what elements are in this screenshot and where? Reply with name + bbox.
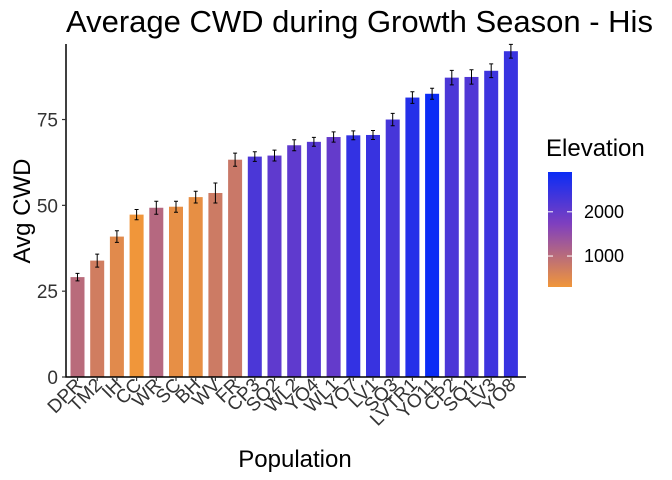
error-bar-sq3: [390, 112, 395, 127]
bar-ih: [109, 236, 124, 377]
bar-yo7: [346, 135, 361, 377]
legend-title: Elevation: [546, 135, 645, 162]
error-bar-wl2: [292, 139, 297, 152]
bar-wr: [149, 207, 164, 377]
bar-sq3: [385, 119, 400, 377]
y-axis-title: Avg CWD: [9, 159, 36, 264]
bar-bh: [188, 197, 203, 377]
y-tick-label: 50: [37, 196, 58, 217]
legend-colorbar: [548, 172, 572, 287]
error-bar-sq1: [469, 69, 474, 85]
bar-cp2: [444, 77, 459, 377]
x-axis-title: Population: [238, 446, 351, 473]
bar-cp3: [247, 156, 262, 377]
error-bar-fr: [233, 152, 238, 167]
bar-lvtr1: [405, 97, 420, 378]
error-bar-cp2: [449, 69, 454, 86]
error-bar-lv1: [371, 130, 375, 140]
chart-title: Average CWD during Growth Season - His: [66, 4, 653, 39]
bar-lv3: [484, 70, 499, 377]
bar-sq2: [267, 155, 282, 377]
error-bar-wr: [154, 200, 159, 215]
legend-tick-label: 1000: [584, 246, 624, 266]
error-bar-yo4: [311, 136, 316, 147]
plot-area: [70, 43, 518, 378]
bar-sc: [169, 206, 183, 377]
bar-lv1: [366, 134, 380, 377]
y-tick-label: 0: [47, 368, 58, 389]
error-bar-sc: [174, 200, 178, 213]
error-bar-yo8: [508, 43, 513, 59]
bar-cc: [129, 214, 144, 377]
error-bar-dpr: [75, 272, 80, 282]
bar-yo4: [306, 141, 321, 377]
error-bar-wl1: [331, 131, 336, 143]
bar-yo11: [425, 93, 440, 377]
bar-yo8: [503, 51, 518, 378]
error-bar-ih: [114, 230, 119, 243]
bar-wl2: [287, 145, 302, 377]
bar-sq1: [464, 76, 479, 378]
bar-tm2: [90, 260, 105, 377]
y-tick-label: 25: [37, 282, 58, 303]
error-bar-lvtr1: [410, 91, 415, 104]
error-bar-wv: [213, 182, 218, 204]
x-axis-ticks: DPRTM2IHCCWRSCBHWVFRCP3SQ2WL2YO4WL1YO7LV…: [44, 374, 521, 430]
error-bar-yo7: [351, 130, 356, 141]
bar-dpr: [70, 277, 85, 377]
legend-ticks: 1000 2000: [548, 202, 624, 266]
y-tick-label: 75: [37, 111, 58, 132]
y-axis-ticks: 0 25 50 75: [37, 111, 66, 389]
bar-wv: [208, 192, 223, 377]
bar-fr: [228, 159, 243, 377]
legend-tick-label: 2000: [584, 202, 624, 222]
error-bar-tm2: [95, 253, 100, 268]
error-bar-lv3: [489, 63, 494, 79]
error-bar-sq2: [272, 149, 277, 162]
error-bar-cc: [134, 208, 139, 221]
error-bar-yo11: [430, 87, 435, 100]
legend: Elevation 1000 2000: [546, 135, 645, 287]
bar-wl1: [326, 137, 341, 377]
error-bar-bh: [193, 190, 198, 204]
error-bar-cp3: [252, 151, 257, 162]
